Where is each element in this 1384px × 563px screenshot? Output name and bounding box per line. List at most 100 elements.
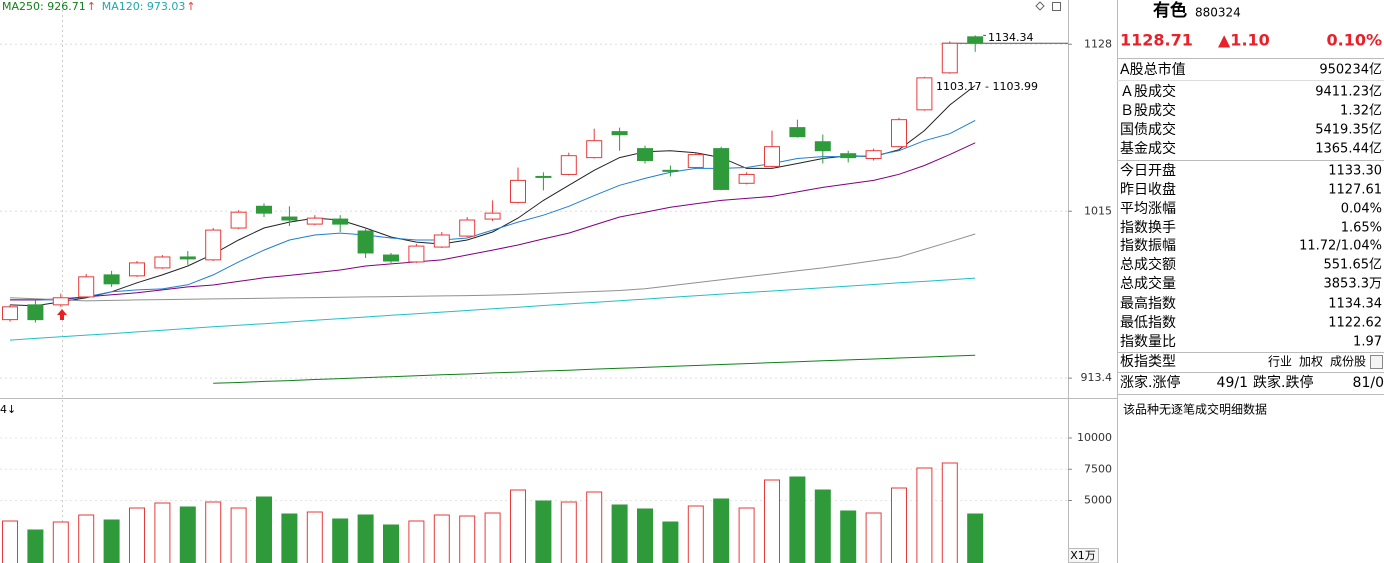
volume-bar	[256, 496, 272, 563]
candle-body	[357, 230, 374, 254]
row-value: 1133.30	[1328, 164, 1382, 179]
candle-body	[179, 256, 196, 260]
volume-bar	[941, 462, 958, 563]
row-value: 1127.61	[1328, 183, 1382, 198]
candle-body	[230, 211, 247, 229]
row-label: 国债成交	[1120, 121, 1176, 138]
volume-bar	[840, 510, 857, 563]
row-label: 总成交量	[1120, 275, 1176, 292]
volume-bar	[383, 524, 399, 563]
volume-bar	[814, 489, 831, 563]
candle-body	[383, 254, 399, 262]
type-button[interactable]	[1370, 355, 1383, 369]
volume-bar	[332, 518, 349, 563]
candle-body	[687, 154, 704, 168]
volume-bar	[2, 520, 18, 563]
index-name: 有色	[1153, 0, 1187, 21]
candle-body	[154, 256, 171, 269]
volume-bar	[27, 529, 44, 563]
candle-body	[281, 216, 298, 221]
zoom-icon[interactable]	[1035, 1, 1045, 11]
volume-bar	[52, 521, 69, 563]
ma-line	[9, 233, 976, 302]
y-tick-label: 5000	[1084, 494, 1112, 507]
entry-arrow	[57, 309, 67, 320]
row-label: Ａ股成交	[1120, 83, 1176, 100]
window-icon[interactable]	[1052, 2, 1061, 11]
legend-arrow: ↑	[186, 0, 195, 13]
change-percent: 0.10%	[1326, 31, 1382, 50]
volume-bar	[662, 521, 679, 563]
candle-body	[840, 153, 857, 159]
candle-body	[662, 169, 679, 172]
candle-body	[78, 276, 95, 298]
row-value: 3853.3万	[1324, 277, 1383, 292]
ma-line	[10, 142, 976, 301]
volume-bar	[179, 506, 196, 563]
breadth-value: 49/1	[1217, 375, 1248, 391]
volume-bar	[306, 511, 323, 563]
row-label: 指数换手	[1120, 219, 1176, 236]
type-option[interactable]: 成份股	[1330, 355, 1366, 369]
row-value: 1.65%	[1341, 221, 1382, 236]
row-label: Ｂ股成交	[1120, 102, 1176, 119]
volume-bar	[916, 467, 933, 563]
candle-body	[637, 148, 653, 161]
volume-bar	[103, 519, 120, 563]
row-value: 950234亿	[1319, 63, 1382, 78]
row-value: 9411.23亿	[1315, 85, 1382, 100]
volume-bar	[281, 513, 298, 563]
volume-bar	[586, 491, 603, 563]
candle-body	[941, 42, 958, 74]
row-label: 昨日收盘	[1120, 181, 1176, 198]
candle-body	[306, 217, 323, 225]
candle-body	[586, 140, 603, 159]
candle-body	[967, 36, 984, 44]
volume-bar	[408, 520, 425, 563]
row-label: 基金成交	[1120, 140, 1176, 157]
volume-bar	[459, 515, 476, 563]
row-value: 551.65亿	[1324, 258, 1383, 273]
y-tick-label: 1128	[1084, 37, 1112, 50]
row-value: 1365.44亿	[1315, 142, 1382, 157]
volume-bar	[687, 505, 704, 563]
volume-bar	[637, 508, 653, 563]
candle-body	[52, 297, 69, 306]
volume-bar	[433, 514, 450, 563]
type-option[interactable]: 加权	[1299, 355, 1323, 369]
volume-unit: X1万	[1070, 549, 1096, 562]
volume-bar	[484, 512, 501, 563]
y-tick-label: 10000	[1077, 431, 1112, 444]
candle-body	[459, 219, 476, 237]
volume-bar	[205, 501, 222, 563]
volume-bar	[611, 504, 628, 563]
breadth-label: 跌家.跌停	[1253, 374, 1313, 391]
candle-body	[916, 77, 933, 111]
breadth-label: 涨家.涨停	[1120, 374, 1180, 391]
volume-bar	[891, 487, 907, 563]
row-label: 今日开盘	[1120, 162, 1176, 179]
row-label: 最低指数	[1120, 315, 1176, 331]
ma-line	[10, 119, 976, 301]
candle-body	[789, 127, 806, 138]
index-code: 880324	[1195, 6, 1241, 20]
candle-body	[129, 262, 145, 277]
row-label: 总成交额	[1120, 256, 1176, 273]
candle-body	[560, 155, 577, 175]
candle-body	[27, 304, 44, 321]
volume-bar	[865, 512, 882, 563]
candle-body	[433, 234, 450, 248]
type-option[interactable]: 行业	[1268, 355, 1292, 369]
volume-bar	[510, 489, 526, 563]
candle-body	[256, 205, 272, 214]
volume-bar	[129, 507, 145, 563]
candle-body	[2, 306, 18, 321]
candle-body	[332, 218, 349, 225]
volume-bar	[535, 500, 552, 563]
candle-body	[510, 179, 526, 203]
candle-body	[738, 173, 755, 184]
row-label: 板指类型	[1120, 354, 1176, 370]
last-price: 1128.71	[1120, 31, 1193, 50]
